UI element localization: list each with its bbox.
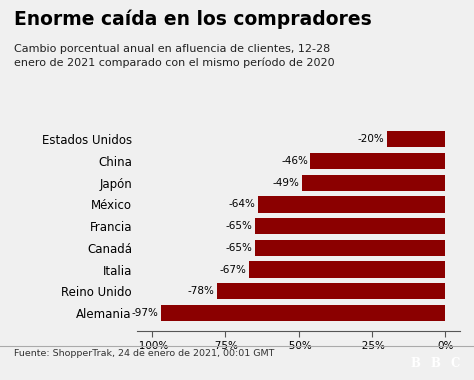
Text: Enorme caída en los compradores: Enorme caída en los compradores: [14, 10, 372, 29]
Bar: [301, 174, 445, 191]
Text: B: B: [411, 357, 420, 370]
Text: Cambio porcentual anual en afluencia de clientes, 12-28
enero de 2021 comparado : Cambio porcentual anual en afluencia de …: [14, 44, 335, 68]
Bar: [310, 153, 445, 169]
Text: -46%: -46%: [281, 156, 308, 166]
Text: -65%: -65%: [226, 221, 252, 231]
Text: -78%: -78%: [187, 286, 214, 296]
Text: -97%: -97%: [132, 308, 159, 318]
Bar: [161, 305, 445, 321]
Text: -64%: -64%: [228, 200, 255, 209]
Text: C: C: [451, 357, 460, 370]
Bar: [255, 218, 445, 234]
Text: -65%: -65%: [226, 243, 252, 253]
Text: Fuente: ShopperTrak, 24 de enero de 2021, 00:01 GMT: Fuente: ShopperTrak, 24 de enero de 2021…: [14, 349, 274, 358]
Text: B: B: [431, 357, 440, 370]
Bar: [249, 261, 445, 278]
Text: -67%: -67%: [219, 264, 246, 274]
Bar: [255, 240, 445, 256]
Text: -49%: -49%: [273, 178, 299, 188]
Bar: [386, 131, 445, 147]
Bar: [257, 196, 445, 212]
Text: -20%: -20%: [357, 134, 384, 144]
Bar: [217, 283, 445, 299]
